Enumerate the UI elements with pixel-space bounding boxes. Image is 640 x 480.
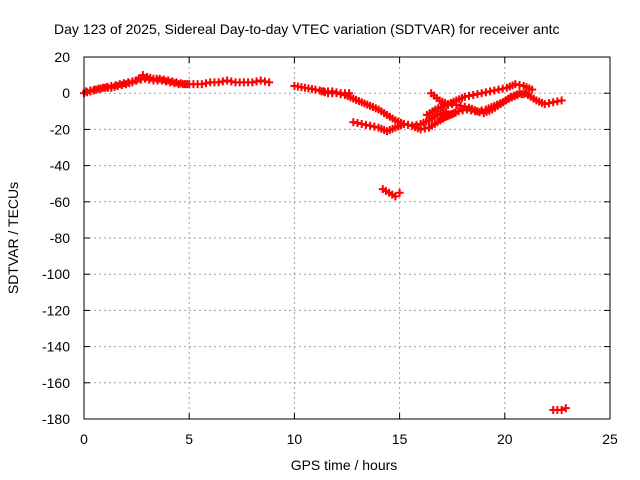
axis-ticks: 0 5 10 15 20 25 20 0 -20 -40 -60 -80 -100 -120 -140 -16… <box>42 49 618 447</box>
data-point <box>183 80 192 89</box>
y-tick-label: 20 <box>54 49 70 65</box>
data-point <box>561 404 570 413</box>
data-point <box>395 188 404 197</box>
chart-title: Day 123 of 2025, Sidereal Day-to-day VTE… <box>54 21 560 37</box>
x-tick-label: 15 <box>392 431 408 447</box>
x-tick-label: 0 <box>80 431 88 447</box>
y-tick-label: -20 <box>50 121 70 137</box>
data-points <box>80 71 570 414</box>
data-point <box>521 89 530 98</box>
y-tick-label: -140 <box>42 339 70 355</box>
y-axis-title: SDTVAR / TECUs <box>5 182 21 294</box>
y-tick-label: -40 <box>50 158 70 174</box>
y-tick-label: -120 <box>42 302 70 318</box>
x-tick-label: 5 <box>185 431 193 447</box>
y-tick-label: -80 <box>50 230 70 246</box>
data-point <box>557 96 566 105</box>
y-tick-label: -180 <box>42 411 70 427</box>
plot-frame <box>83 56 611 420</box>
data-point <box>391 192 400 201</box>
y-tick-label: -160 <box>42 375 70 391</box>
data-point <box>557 405 566 414</box>
y-tick-label: -100 <box>42 266 70 282</box>
grid-lines <box>84 57 610 419</box>
x-tick-label: 25 <box>602 431 618 447</box>
y-tick-label: -60 <box>50 194 70 210</box>
x-tick-label: 20 <box>497 431 513 447</box>
x-axis-title: GPS time / hours <box>291 457 398 473</box>
x-tick-label: 10 <box>287 431 303 447</box>
y-tick-label: 0 <box>62 85 70 101</box>
data-point <box>528 85 537 94</box>
data-point <box>265 78 274 87</box>
